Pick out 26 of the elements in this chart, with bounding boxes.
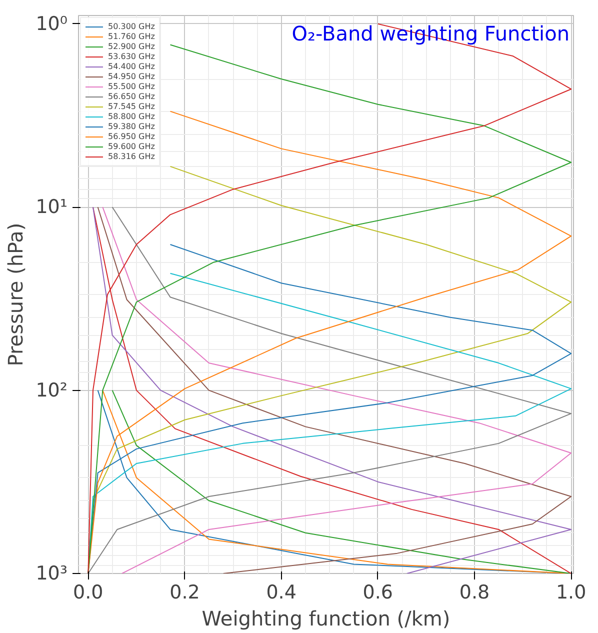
legend-label: 56.950 GHz	[108, 132, 155, 141]
y-tick-label: 10³	[36, 562, 68, 584]
x-tick-label: 0.0	[73, 582, 104, 604]
legend-label: 51.760 GHz	[108, 32, 155, 41]
legend-label: 56.650 GHz	[108, 92, 155, 101]
y-tick-label: 10²	[36, 379, 68, 402]
y-tick-label: 10¹	[36, 196, 68, 218]
x-axis-title: Weighting function (/km)	[202, 606, 450, 630]
x-tick-label: 0.6	[362, 582, 394, 604]
legend-label: 52.900 GHz	[108, 42, 155, 51]
y-tick-label: 10⁰	[36, 12, 68, 35]
legend-label: 58.800 GHz	[108, 112, 155, 121]
x-tick-label: 0.8	[459, 582, 490, 604]
legend-label: 59.600 GHz	[108, 142, 155, 151]
legend-label: 55.500 GHz	[108, 82, 155, 91]
legend-label: 54.950 GHz	[108, 72, 155, 81]
legend-label: 58.316 GHz	[108, 152, 155, 161]
x-tick-label: 0.4	[266, 582, 296, 604]
x-tick-label: 1.0	[556, 582, 586, 604]
legend-label: 57.545 GHz	[108, 102, 155, 111]
legend-label: 59.380 GHz	[108, 122, 155, 131]
legend-label: 54.400 GHz	[108, 62, 155, 71]
y-axis-title: Pressure (hPa)	[4, 222, 28, 366]
x-tick-label: 0.2	[170, 582, 200, 604]
legend-label: 50.300 GHz	[108, 22, 155, 31]
legend-label: 53.630 GHz	[108, 52, 155, 61]
